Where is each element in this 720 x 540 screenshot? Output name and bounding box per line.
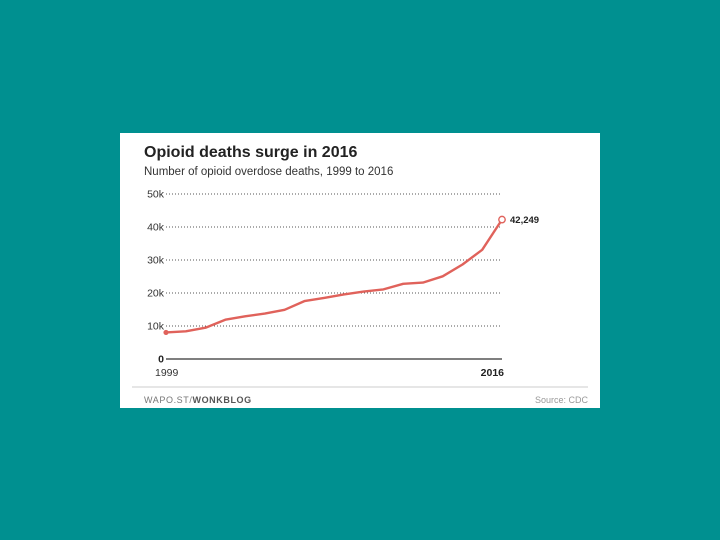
chart-subtitle: Number of opioid overdose deaths, 1999 t… xyxy=(144,166,393,178)
x-tick-label-end: 2016 xyxy=(481,367,505,379)
grid-layer xyxy=(166,193,502,360)
y-tick-label: 0 xyxy=(158,354,164,366)
y-tick-label: 40k xyxy=(147,222,165,234)
footer-credit: Source: CDC xyxy=(535,395,589,405)
footer-source-prefix: WAPO.ST/ xyxy=(144,395,192,405)
x-tick-label-start: 1999 xyxy=(155,367,179,379)
footer-source-brand: WONKBLOG xyxy=(192,395,251,405)
chart-card: Opioid deaths surge in 2016 Number of op… xyxy=(120,133,600,408)
y-axis-ticks: 0 10k 20k 30k 40k 50k xyxy=(147,189,165,366)
opioid-chart: Opioid deaths surge in 2016 Number of op… xyxy=(132,144,589,405)
y-tick-label: 20k xyxy=(147,288,165,300)
end-value-label: 42,249 xyxy=(510,215,539,226)
series-line xyxy=(164,218,504,334)
chart-title: Opioid deaths surge in 2016 xyxy=(144,144,357,161)
y-tick-label: 50k xyxy=(147,189,165,201)
y-tick-label: 10k xyxy=(147,321,165,333)
end-point xyxy=(498,215,506,224)
start-point xyxy=(163,329,169,336)
footer-source: WAPO.ST/WONKBLOG xyxy=(144,395,252,405)
y-tick-label: 30k xyxy=(147,255,165,267)
